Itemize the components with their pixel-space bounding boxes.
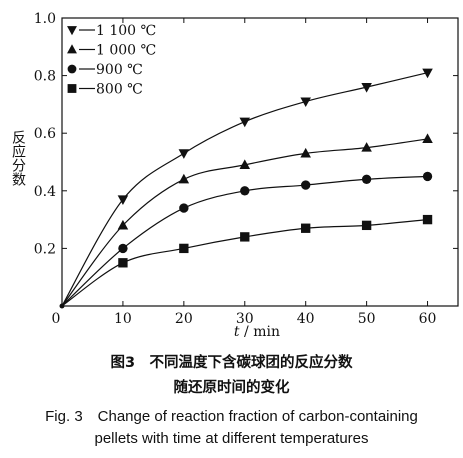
x-axis-separator: / — [240, 324, 254, 340]
y-tick-label: 1.0 — [34, 11, 56, 27]
y-axis-label: 反应分数 — [10, 130, 26, 186]
x-tick-label: 10 — [114, 311, 132, 327]
data-point-2-2 — [179, 203, 189, 213]
data-point-1-1 — [117, 219, 129, 230]
data-point-1-2 — [178, 173, 190, 184]
y-tick-label: 0.2 — [34, 241, 56, 257]
caption-chinese-line1: 图3 不同温度下含碳球团的反应分数 — [110, 355, 353, 371]
data-point-3-5 — [361, 220, 372, 231]
axes — [61, 17, 459, 307]
x-tick-label: 60 — [419, 311, 437, 327]
legend-marker-1 — [67, 44, 77, 54]
caption-english-line1: Fig. 3 Change of reaction fraction of ca… — [45, 408, 418, 425]
caption-english-line2: pellets with time at different temperatu… — [94, 430, 369, 447]
data-point-0-1 — [117, 195, 129, 205]
y-tick-label: 0.6 — [34, 126, 56, 142]
points — [59, 68, 433, 309]
data-point-2-1 — [118, 243, 128, 254]
x-axis-label: t / min — [234, 324, 280, 340]
data-point-2-4 — [301, 180, 311, 190]
legend-marker-2 — [67, 64, 77, 74]
caption-chinese-line2: 随还原时间的变化 — [173, 380, 290, 396]
data-point-1-6 — [422, 133, 433, 144]
data-point-0-2 — [178, 149, 190, 159]
data-point-3-4 — [301, 223, 311, 233]
data-point-3-6 — [422, 214, 433, 225]
x-tick-label: 30 — [236, 311, 254, 327]
ticks: 0 10 20 30 40 50 60 0.2 0.4 0.6 0.8 1.0 — [34, 11, 458, 327]
x-tick-label: 20 — [175, 311, 193, 327]
x-tick-label: 40 — [297, 311, 315, 327]
data-point-0-3 — [239, 117, 251, 128]
data-point-2-3 — [240, 186, 250, 196]
legend-marker-3 — [67, 84, 77, 93]
reaction-fraction-chart: 0 10 20 30 40 50 60 0.2 0.4 0.6 0.8 1.0 1 100 ℃ 1 00… — [10, 11, 459, 340]
data-point-1-3 — [239, 159, 251, 169]
data-point-0-6 — [422, 68, 433, 79]
legend-label-3: 800 ℃ — [96, 82, 143, 98]
plot-frame — [61, 17, 459, 307]
data-point-0-4 — [300, 97, 311, 108]
data-point-3-2 — [179, 243, 189, 254]
data-point-2-5 — [361, 174, 372, 184]
origin-point — [59, 303, 65, 309]
legend-label-1: 1 000 ℃ — [96, 43, 156, 59]
y-tick-label: 0.4 — [34, 184, 56, 200]
x-axis-variable: t — [234, 324, 240, 340]
data-point-1-5 — [361, 142, 372, 152]
data-point-2-6 — [422, 171, 433, 182]
data-point-3-1 — [118, 258, 128, 268]
data-point-0-5 — [361, 83, 372, 93]
legend-label-2: 900 ℃ — [96, 62, 143, 78]
x-tick-label: 0 — [52, 311, 61, 327]
y-tick-label: 0.8 — [34, 69, 56, 85]
legend-label-0: 1 100 ℃ — [96, 23, 156, 39]
legend: 1 100 ℃ 1 000 ℃ 900 ℃ 800 ℃ — [67, 23, 156, 98]
x-tick-label: 50 — [358, 311, 376, 327]
x-axis-unit: min — [253, 324, 280, 340]
data-point-1-4 — [300, 147, 311, 158]
data-point-3-3 — [240, 232, 250, 242]
legend-marker-0 — [67, 26, 77, 36]
